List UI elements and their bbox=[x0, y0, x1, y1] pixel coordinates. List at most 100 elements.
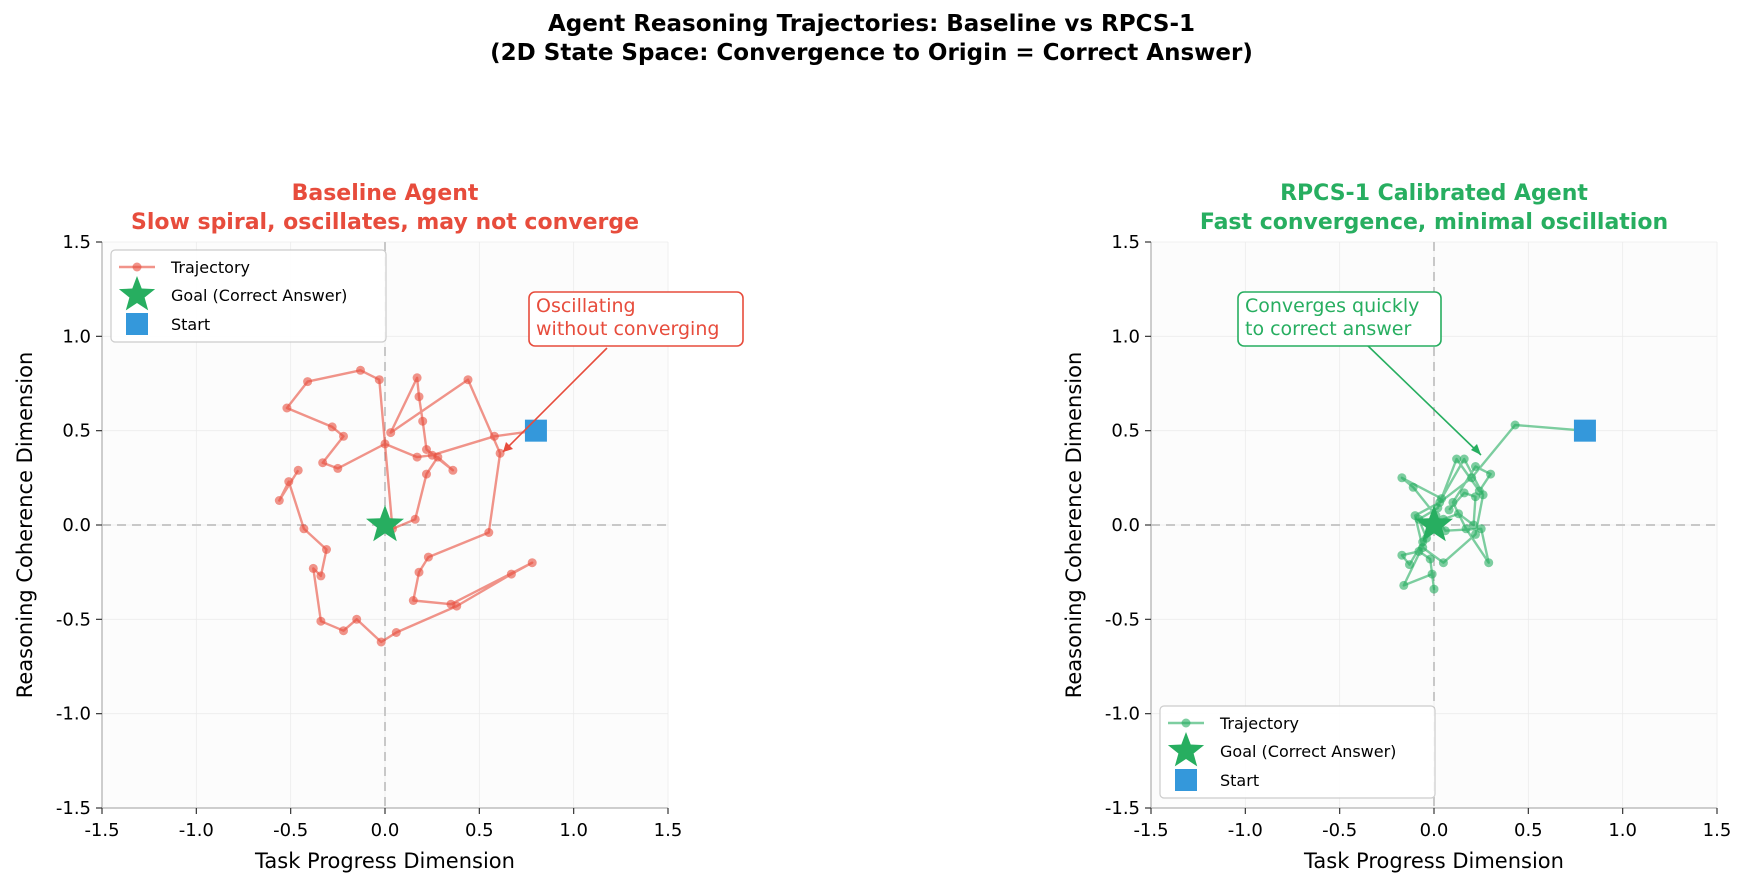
legend-start-square bbox=[126, 313, 148, 335]
legend-goal-label: Goal (Correct Answer) bbox=[1220, 742, 1396, 761]
trajectory-point bbox=[1476, 524, 1486, 534]
annotation-arrowhead bbox=[503, 442, 513, 452]
trajectory-point bbox=[412, 452, 422, 462]
y-tick-label: 1.5 bbox=[1111, 232, 1140, 253]
y-tick-label: -1.5 bbox=[1105, 798, 1140, 819]
calibrated-panel: -1.5 -1.0 -0.5 0.0 0.5 1.0 1.5 -1.5 -1.0 -0.5 0.0 0… bbox=[1062, 181, 1731, 873]
trajectory-point bbox=[433, 452, 443, 462]
trajectory-point bbox=[448, 465, 458, 475]
trajectory-point bbox=[506, 569, 516, 579]
goal-star-marker bbox=[366, 505, 404, 542]
trajectory-point bbox=[1437, 494, 1446, 504]
y-tick-label: 1.5 bbox=[62, 232, 91, 253]
legend-start-label: Start bbox=[171, 315, 210, 334]
baseline-panel: -1.5 -1.0 -0.5 0.0 0.5 1.0 1.5 -1.5 -1.0 -0.5 0.0 0… bbox=[13, 181, 744, 873]
annotation-box bbox=[1237, 291, 1442, 347]
trajectory-point bbox=[339, 431, 348, 441]
trajectory-point bbox=[1427, 569, 1437, 579]
x-tick-label: 0.5 bbox=[465, 820, 494, 841]
trajectory-point bbox=[352, 614, 362, 624]
trajectory-point bbox=[299, 524, 309, 534]
y-tick-label: -1.5 bbox=[56, 798, 91, 819]
trajectory-point bbox=[284, 477, 294, 487]
legend-goal-star bbox=[1167, 732, 1205, 767]
x-tick-label: 1.5 bbox=[1703, 820, 1732, 841]
panel-title-line2: Slow spiral, oscillates, may not converg… bbox=[131, 210, 639, 235]
trajectory-point bbox=[1444, 505, 1454, 515]
trajectory-point bbox=[391, 628, 401, 637]
trajectory-point bbox=[1459, 454, 1469, 464]
trajectory-point bbox=[1461, 524, 1471, 534]
x-tick-label: 1.0 bbox=[1608, 820, 1637, 841]
trajectory-series bbox=[274, 365, 541, 647]
legend-box bbox=[110, 249, 387, 343]
annotation-arrow bbox=[502, 347, 608, 453]
trajectory-point bbox=[527, 558, 537, 568]
trajectory-point bbox=[1467, 473, 1477, 483]
annotation-arrowhead bbox=[1471, 444, 1481, 455]
trajectory-point bbox=[1484, 558, 1494, 568]
trajectory-point bbox=[1399, 580, 1409, 590]
trajectory-point bbox=[316, 616, 326, 626]
annotation-arrow bbox=[1365, 343, 1482, 456]
annotation-line2: without converging bbox=[536, 318, 719, 340]
trajectory-point bbox=[1397, 473, 1407, 483]
trajectory-point bbox=[410, 514, 420, 524]
goal-start-markers bbox=[1415, 419, 1596, 542]
legend-trajectory-marker bbox=[1181, 718, 1191, 728]
y-axis-label: Reasoning Coherence Dimension bbox=[13, 352, 37, 699]
x-tick-label: 0.0 bbox=[371, 820, 400, 841]
trajectory-point bbox=[376, 637, 386, 647]
trajectory-point bbox=[339, 626, 348, 636]
trajectory-point bbox=[282, 403, 292, 413]
start-square-marker bbox=[1573, 419, 1596, 442]
y-tick-label: 0.0 bbox=[1111, 515, 1140, 536]
trajectory-point bbox=[414, 392, 424, 402]
legend-trajectory-label: Trajectory bbox=[170, 258, 250, 277]
x-tick-label: -0.5 bbox=[273, 820, 308, 841]
trajectory-point bbox=[380, 439, 390, 449]
legend: Trajectory Goal (Correct Answer) Start bbox=[110, 249, 387, 343]
trajectory-point bbox=[422, 445, 431, 454]
x-tick-label: -1.5 bbox=[84, 820, 119, 841]
panel-title-line1: Baseline Agent bbox=[292, 181, 479, 206]
annotation: Oscillating without converging bbox=[502, 291, 744, 453]
y-tick-label: -1.0 bbox=[56, 704, 91, 725]
trajectory-point bbox=[423, 552, 433, 562]
trajectory-point bbox=[1438, 558, 1448, 568]
annotation: Converges quickly to correct answer bbox=[1237, 291, 1482, 456]
y-tick-label: 1.0 bbox=[1111, 326, 1140, 347]
y-tick-label: 0.5 bbox=[62, 421, 91, 442]
trajectory-point bbox=[316, 571, 326, 581]
trajectory-point bbox=[422, 469, 431, 479]
trajectory-point bbox=[489, 431, 499, 441]
panel-title-line2: Fast convergence, minimal oscillation bbox=[1200, 210, 1668, 235]
trajectory-point bbox=[274, 496, 284, 505]
legend-box bbox=[1159, 705, 1436, 799]
annotation-line1: Converges quickly bbox=[1245, 295, 1419, 317]
trajectory-point bbox=[1471, 492, 1480, 502]
annotation-line1: Oscillating bbox=[536, 295, 636, 317]
trajectory-point bbox=[1429, 584, 1439, 594]
trajectory-point bbox=[484, 528, 494, 537]
y-axis-label: Reasoning Coherence Dimension bbox=[1062, 352, 1086, 699]
trajectory-point bbox=[1418, 537, 1428, 547]
y-tick-label: 0.5 bbox=[1111, 421, 1140, 442]
trajectory-point bbox=[333, 463, 343, 473]
x-tick-label: -0.5 bbox=[1322, 820, 1357, 841]
trajectory-point bbox=[374, 375, 384, 385]
trajectory-point bbox=[463, 375, 473, 385]
trajectory-point bbox=[318, 458, 328, 468]
trajectory-point bbox=[356, 365, 365, 375]
trajectory-point bbox=[1459, 488, 1469, 498]
trajectory-point bbox=[327, 422, 337, 432]
legend-goal-star bbox=[118, 276, 156, 311]
ticks: -1.5 -1.0 -0.5 0.0 0.5 1.0 1.5 -1.5 -1.0 -0.5 0.0 0… bbox=[1105, 232, 1731, 841]
trajectory-point bbox=[412, 373, 422, 383]
trajectory-point bbox=[1471, 529, 1480, 539]
trajectory-point bbox=[1452, 454, 1462, 464]
y-tick-label: -0.5 bbox=[56, 609, 91, 630]
panel-title-line1: RPCS-1 Calibrated Agent bbox=[1280, 181, 1588, 206]
x-tick-label: 1.5 bbox=[654, 820, 683, 841]
